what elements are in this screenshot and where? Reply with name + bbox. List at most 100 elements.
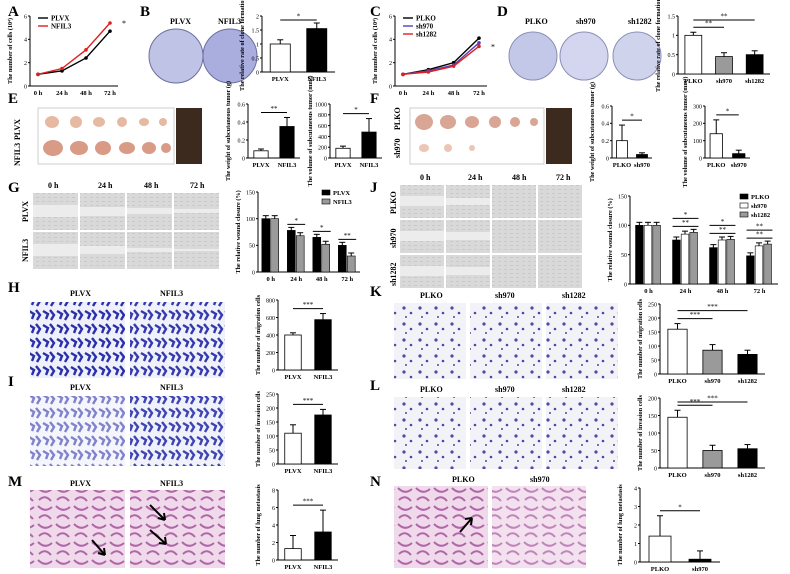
g-label-0h: 0 h <box>48 181 59 190</box>
x-tick-label: 72 h <box>754 288 766 295</box>
data-point <box>84 48 88 52</box>
panel-letter-b: B <box>140 4 150 20</box>
significance-mark: ** <box>682 219 690 227</box>
lung-he-image <box>130 490 225 568</box>
y-tick-label: 100 <box>648 344 657 350</box>
significance-mark: * <box>630 113 634 121</box>
m-label-plvx: PLVX <box>70 479 91 488</box>
panel-letter-e: E <box>8 91 18 107</box>
y-tick-label: 0 <box>272 462 275 468</box>
y-tick-label: 150 <box>648 414 657 420</box>
significance-mark: ** <box>756 231 764 239</box>
data-point <box>477 44 481 49</box>
x-tick-label: NFIL3 <box>314 468 334 475</box>
y-tick-label: 100 <box>693 139 702 145</box>
y-axis-title: The relative rate of clone formation <box>655 0 662 92</box>
significance-mark: ** <box>344 232 352 240</box>
x-tick-label: sh1282 <box>738 472 757 479</box>
bar <box>314 319 332 371</box>
significance-mark: *** <box>303 301 314 309</box>
ruler-image <box>176 108 202 164</box>
legend-label: NFIL3 <box>333 199 353 206</box>
k-label-sh1282: sh1282 <box>562 291 586 300</box>
significance-mark: ** <box>271 105 279 113</box>
clone-plate-image <box>559 31 609 81</box>
y-axis-title: The weight of subcutaneous tumor (g) <box>225 81 232 181</box>
bar <box>314 531 332 561</box>
data-point <box>108 29 112 33</box>
y-tick-label: 0 <box>606 156 609 162</box>
n-label-sh970: sh970 <box>530 475 550 484</box>
y-tick-label: 200 <box>266 351 275 357</box>
j-label-48h: 48 h <box>512 173 527 182</box>
j-label-24h: 24 h <box>468 173 483 182</box>
m-label-nfil3: NFIL3 <box>160 479 183 488</box>
e-label-plvx: PLVX <box>13 119 22 140</box>
x-tick-label: 0 h <box>644 288 653 295</box>
y-tick-label: 4 <box>634 486 637 492</box>
x-tick-label: 72 h <box>104 90 116 97</box>
legend-label: sh1282 <box>416 31 437 39</box>
y-tick-label: 1.5 <box>668 14 676 20</box>
y-tick-label: 50 <box>249 244 255 250</box>
y-tick-label: 600 <box>318 124 327 130</box>
panel-letter-m: M <box>8 474 22 490</box>
x-tick-label: 24 h <box>290 276 302 283</box>
b-label-nfil3: NFIL3 <box>218 17 241 26</box>
bar <box>754 245 764 285</box>
y-tick-label: 1 <box>672 34 675 40</box>
legend-swatch <box>739 193 749 200</box>
panel-letter-k: K <box>370 284 382 300</box>
significance-mark: ** <box>721 13 729 21</box>
f-label-sh970: sh970 <box>393 138 402 158</box>
y-axis-title: The relative wound closure (%) <box>235 190 242 273</box>
tumor-photo-image <box>409 107 545 165</box>
bar <box>648 535 672 563</box>
arrow-icon <box>149 529 167 545</box>
y-tick-label: 4 <box>24 38 27 44</box>
h-label-nfil3: NFIL3 <box>160 289 183 298</box>
g-label-72h: 72 h <box>190 181 205 190</box>
y-tick-label: 800 <box>266 298 275 304</box>
transwell-migration-image <box>546 303 618 379</box>
significance-mark: * <box>297 13 301 21</box>
l-label-plko: PLKO <box>420 385 443 394</box>
arrow-icon <box>149 504 166 521</box>
x-tick-label: PLVX <box>284 468 301 475</box>
x-tick-label: PLKO <box>668 378 686 385</box>
panel-letter-g: G <box>8 180 20 196</box>
l-label-sh1282: sh1282 <box>562 385 586 394</box>
y-tick-label: 200 <box>648 396 657 402</box>
significance-mark: * <box>721 218 725 226</box>
y-tick-label: 4 <box>389 38 392 44</box>
y-tick-label: 0.5 <box>252 56 260 62</box>
significance-mark: ** <box>705 20 713 28</box>
y-tick-label: 50 <box>621 253 627 259</box>
significance-mark: * <box>678 503 682 511</box>
y-tick-label: 0 <box>24 84 27 90</box>
y-axis-title: The volume of subcutaneous tumor (mm³) <box>307 76 314 187</box>
bar <box>667 328 688 375</box>
transwell-invasion-image <box>30 396 125 466</box>
y-tick-label: 2 <box>256 14 259 20</box>
y-tick-label: 0 <box>272 558 275 564</box>
x-tick-label: PLVX <box>252 162 269 169</box>
x-tick-label: PLVX <box>284 374 301 381</box>
panel-letter-d: D <box>497 4 508 20</box>
y-axis-title: The number of lung metastasis <box>255 484 262 566</box>
y-tick-label: 250 <box>266 392 275 398</box>
j-label-0h: 0 h <box>420 173 431 182</box>
b-label-plvx: PLVX <box>170 17 191 26</box>
bar <box>270 218 279 273</box>
significance-mark: *** <box>690 311 701 319</box>
significance-mark: ** <box>756 223 764 231</box>
clone-plate-image <box>148 28 204 84</box>
y-tick-label: 0.2 <box>602 139 610 145</box>
y-tick-label: 2 <box>272 541 275 547</box>
i-label-nfil3: NFIL3 <box>160 383 183 392</box>
x-tick-label: PLKO <box>707 162 725 169</box>
bar <box>361 131 377 159</box>
y-tick-label: 0 <box>256 70 259 76</box>
y-tick-label: 0 <box>654 372 657 378</box>
g-label-48h: 48 h <box>144 181 159 190</box>
